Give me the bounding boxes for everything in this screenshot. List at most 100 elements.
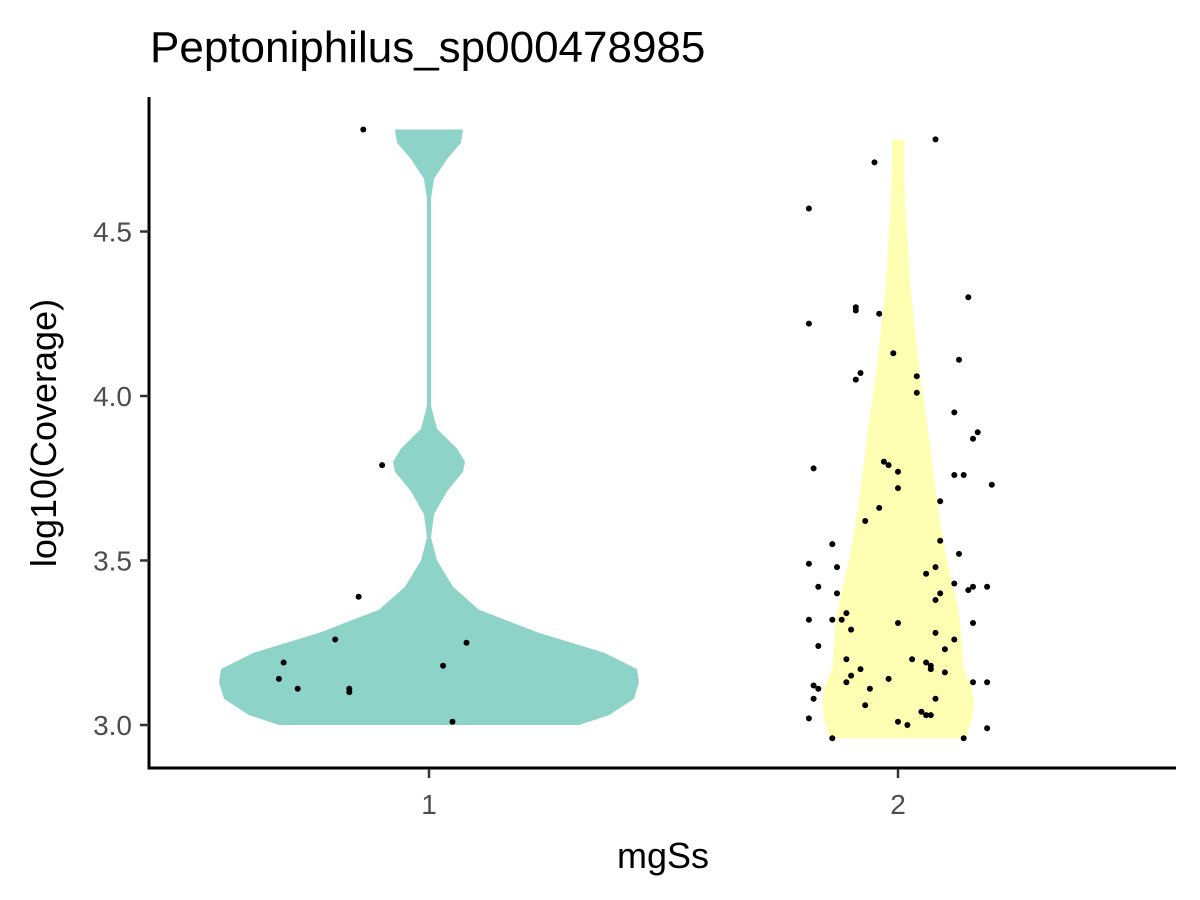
data-point-2-62 [885,675,892,682]
data-point-2-34 [923,570,930,577]
y-axis-title: log10(Coverage) [23,299,64,567]
data-point-1-2 [355,593,362,600]
data-point-2-30 [956,550,962,557]
data-point-2-39 [984,583,991,590]
data-point-1-4 [463,639,470,646]
data-point-2-25 [937,498,944,505]
data-point-2-64 [843,679,850,686]
data-point-2-20 [895,468,901,475]
data-point-2-72 [918,708,925,715]
data-point-2-24 [895,485,901,492]
data-point-2-60 [941,669,948,676]
data-point-2-74 [927,712,934,719]
data-point-2-36 [815,583,822,590]
data-point-2-52 [815,643,822,649]
data-point-2-78 [984,725,991,732]
data-point-2-7 [852,307,859,314]
data-point-2-70 [810,695,817,702]
data-point-2-1 [871,159,878,166]
data-point-1-6 [440,662,447,669]
y-tick-label: 4.5 [93,217,132,248]
data-point-2-3 [965,294,972,301]
data-point-2-23 [988,481,995,488]
data-point-2-17 [810,465,817,472]
data-point-1-11 [449,718,456,725]
data-point-2-18 [880,458,887,465]
data-point-2-43 [843,610,850,617]
data-point-2-54 [843,656,850,663]
data-point-2-38 [970,583,976,590]
data-point-2-35 [951,580,958,587]
data-point-2-51 [951,636,958,643]
data-point-2-65 [970,679,976,686]
violin-1 [219,129,639,725]
data-point-2-9 [956,356,962,363]
data-point-2-2 [805,205,812,212]
data-point-2-56 [923,659,930,666]
data-point-2-71 [862,702,869,709]
y-tick-label: 3.5 [93,546,132,577]
data-point-2-28 [937,537,944,544]
data-point-2-69 [932,695,939,702]
data-point-2-80 [960,735,967,742]
data-point-2-15 [974,429,981,436]
data-point-2-50 [932,629,939,636]
data-point-2-49 [848,626,855,633]
data-point-2-77 [904,722,911,728]
data-point-2-46 [805,616,812,623]
data-point-2-10 [857,370,864,376]
y-tick-label: 3.0 [93,710,132,741]
y-tick-label: 4.0 [93,381,132,412]
data-point-2-55 [909,656,916,663]
data-point-2-27 [862,518,869,524]
data-point-2-66 [984,679,991,686]
data-point-2-11 [852,376,859,383]
data-point-2-45 [838,616,845,623]
data-point-2-4 [805,320,812,327]
data-point-2-26 [876,504,883,511]
points-layer [275,126,995,742]
data-point-1-7 [275,675,282,682]
data-point-2-14 [951,409,958,416]
data-point-2-33 [932,564,939,571]
data-point-2-48 [970,620,976,626]
data-point-2-13 [913,389,920,396]
violins-layer [219,129,974,739]
data-point-2-75 [805,715,812,722]
x-axis-title: mgSs [617,835,709,876]
data-point-2-41 [937,590,944,597]
data-point-2-63 [810,682,817,689]
data-point-2-42 [932,597,939,603]
data-point-1-0 [360,126,367,133]
data-point-2-31 [805,560,812,567]
data-point-2-59 [927,666,934,673]
data-point-2-40 [834,590,840,597]
data-point-2-32 [834,564,840,571]
data-point-2-8 [890,350,897,357]
data-point-2-16 [970,435,976,442]
y-axis-ticks: 3.0 3.5 4.0 4.5 [93,217,149,741]
data-point-2-29 [829,541,836,548]
data-point-2-44 [829,616,836,623]
data-point-2-79 [829,735,836,742]
data-point-2-12 [913,373,920,380]
data-point-2-76 [895,718,901,725]
data-point-1-3 [332,636,339,643]
data-point-2-53 [941,646,948,653]
x-tick-label: 2 [890,789,906,820]
data-point-1-1 [379,462,386,469]
data-point-1-10 [346,689,353,696]
x-tick-label: 1 [421,789,437,820]
violin-2 [822,139,974,739]
data-point-2-61 [848,672,855,679]
chart-title: Peptoniphilus_sp000478985 [150,23,705,72]
data-point-1-5 [280,659,287,666]
data-point-2-68 [866,685,873,692]
data-point-2-6 [876,310,883,317]
data-point-2-22 [960,472,967,478]
data-point-1-8 [294,685,301,692]
data-point-2-57 [857,666,864,673]
data-point-2-67 [815,685,822,692]
